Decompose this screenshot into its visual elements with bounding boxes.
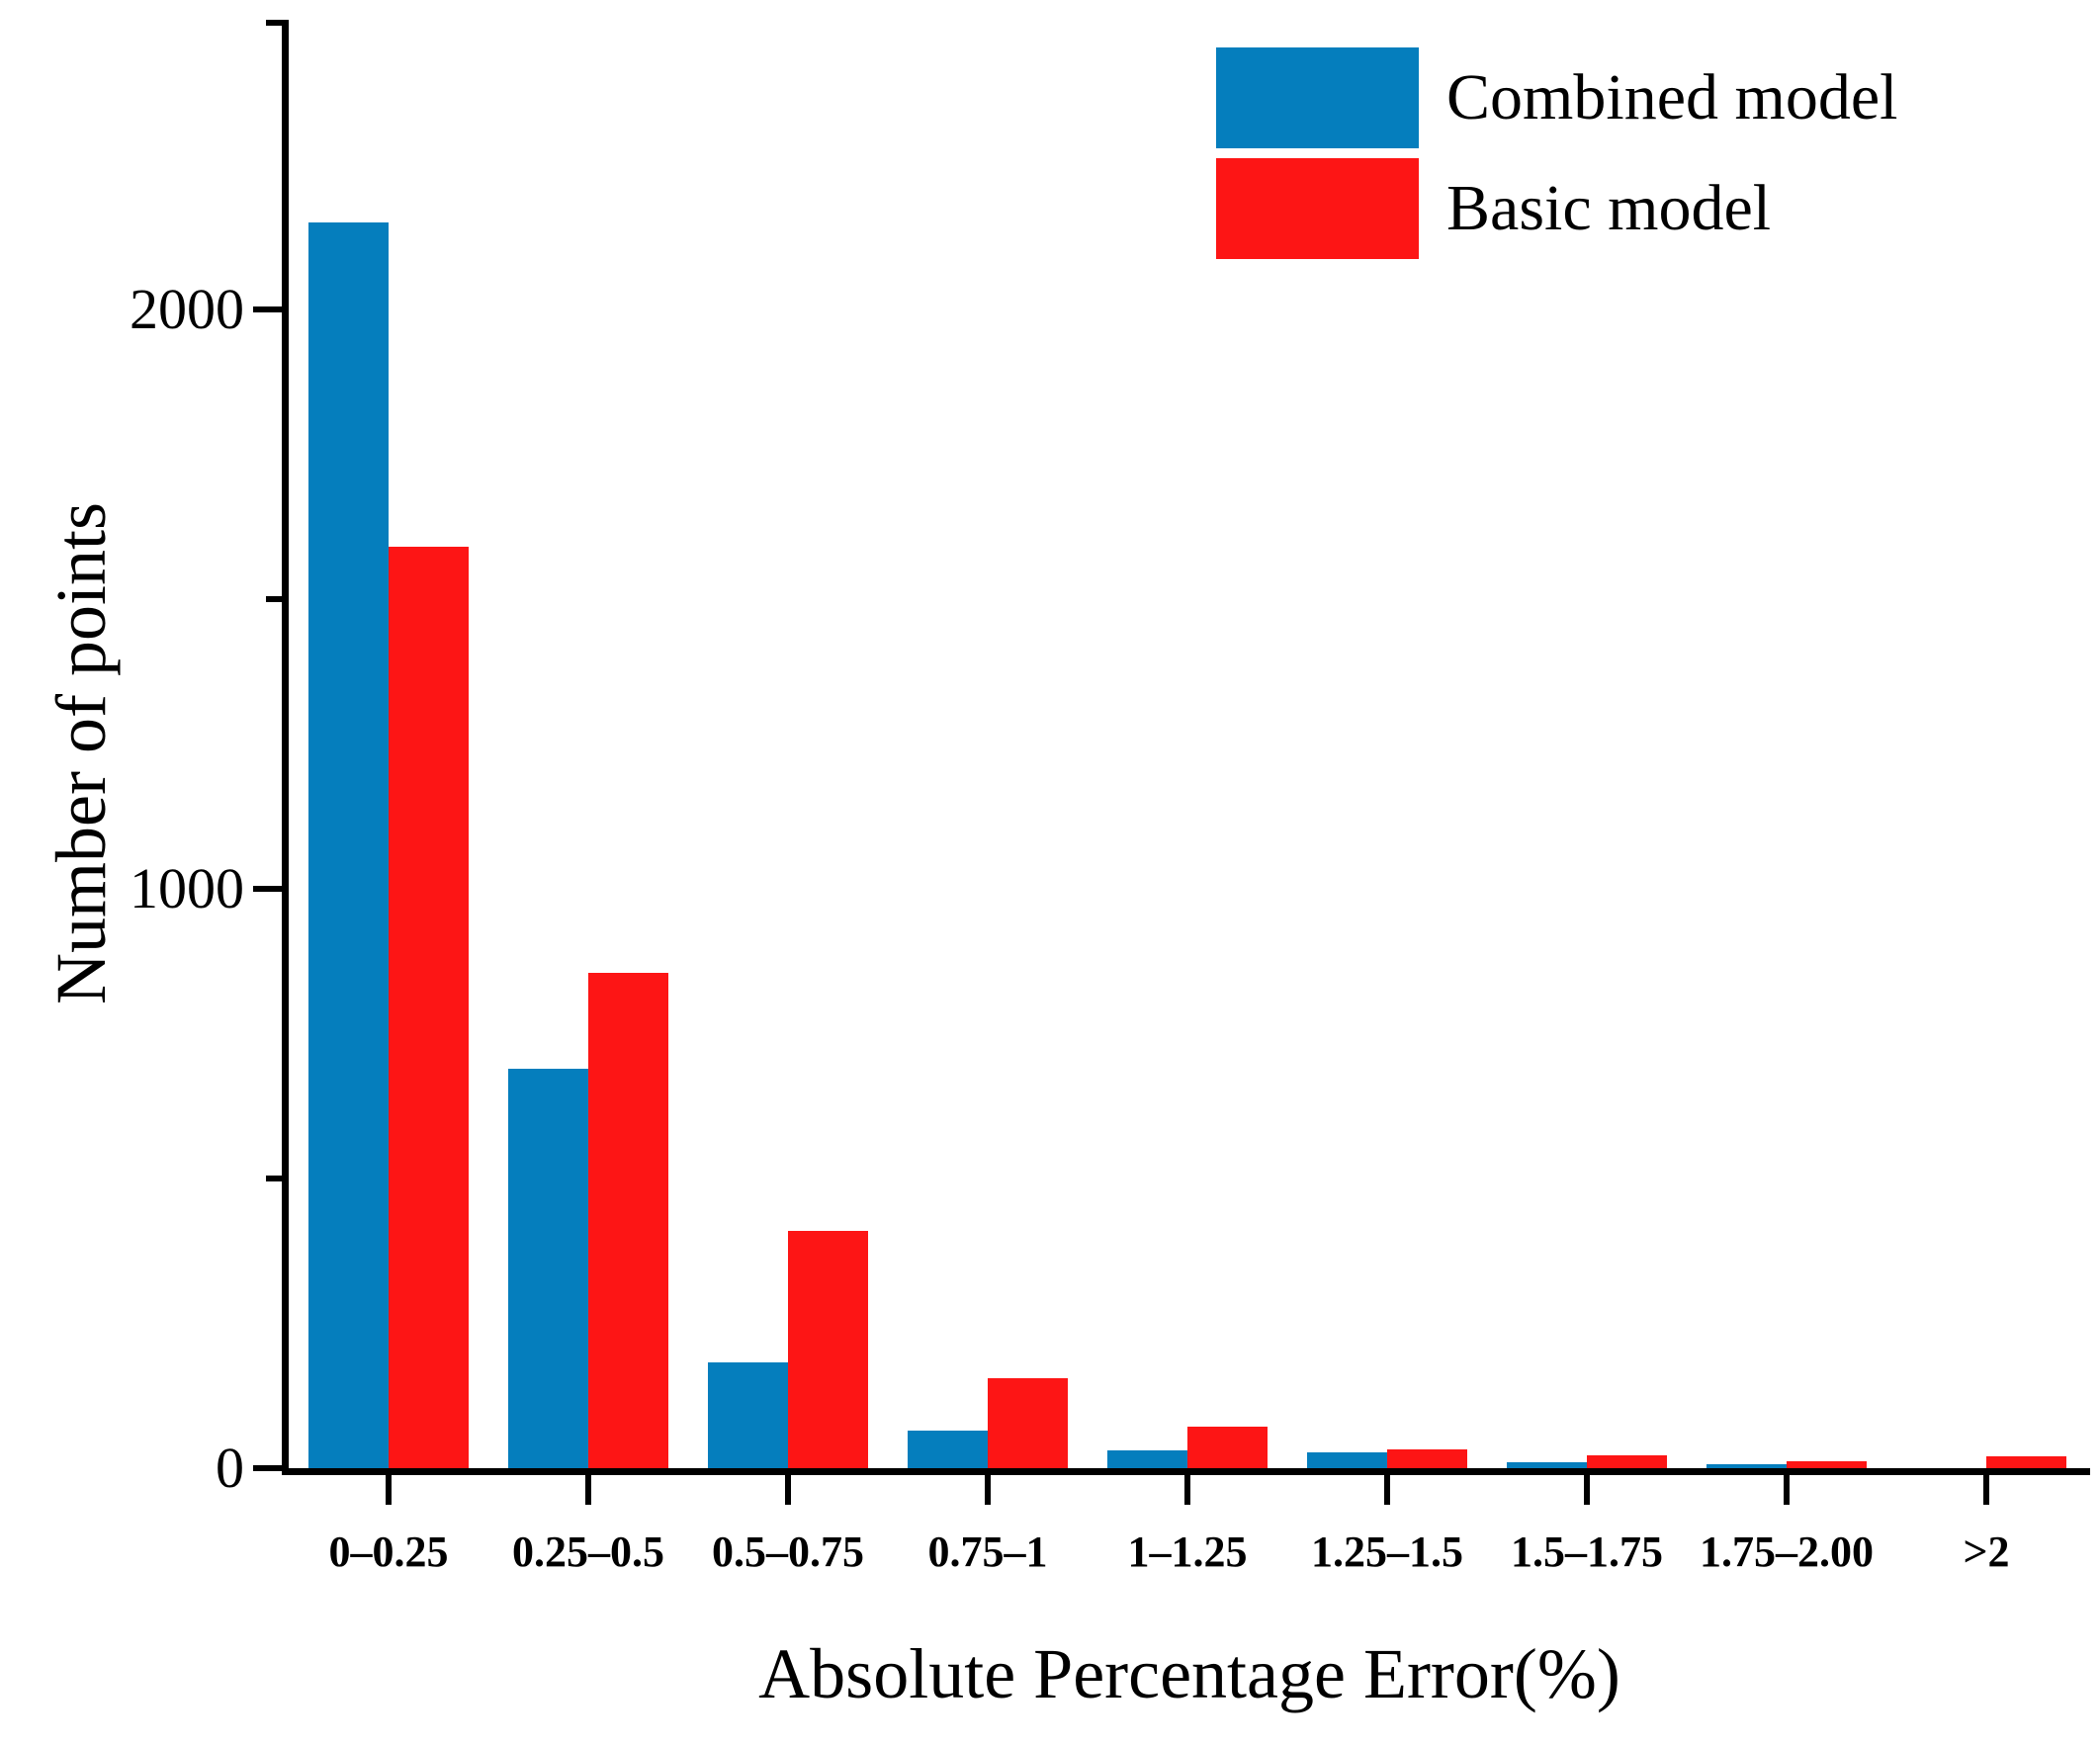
y-tick bbox=[253, 306, 282, 312]
x-tick bbox=[1584, 1475, 1590, 1505]
x-tick bbox=[386, 1475, 392, 1505]
y-tick bbox=[253, 886, 282, 892]
y-minor-tick bbox=[266, 1176, 282, 1181]
y-tick-label: 2000 bbox=[130, 277, 244, 341]
x-tick bbox=[1784, 1475, 1790, 1505]
bar-combined-model bbox=[1507, 1462, 1587, 1468]
x-tick-label: 1.5–1.75 bbox=[1511, 1528, 1663, 1576]
x-axis-title: Absolute Percentage Error(%) bbox=[758, 1634, 1620, 1713]
y-minor-tick bbox=[266, 596, 282, 602]
legend-swatch-basic-model bbox=[1216, 158, 1419, 259]
bar-basic-model bbox=[588, 973, 668, 1468]
x-tick-label: 0.25–0.5 bbox=[512, 1528, 664, 1576]
x-tick bbox=[785, 1475, 791, 1505]
x-tick-label: 1.25–1.5 bbox=[1311, 1528, 1463, 1576]
bar-combined-model bbox=[308, 222, 389, 1468]
x-tick bbox=[1384, 1475, 1390, 1505]
x-tick bbox=[1983, 1475, 1989, 1505]
plot-area: 0–0.25 0.25–0.5 0.5–0.75 0.75–1 1–1.25 1.25–1… bbox=[130, 20, 2090, 1576]
legend-swatch-combined-model bbox=[1216, 47, 1419, 148]
bar-basic-model bbox=[788, 1231, 868, 1468]
bar-basic-model bbox=[1587, 1455, 1667, 1468]
bar-basic-model bbox=[1787, 1461, 1867, 1468]
x-tick bbox=[1184, 1475, 1190, 1505]
bar-basic-model bbox=[1387, 1449, 1467, 1468]
bar-basic-model bbox=[988, 1378, 1068, 1468]
bar-combined-model bbox=[908, 1431, 988, 1468]
y-tick-label: 0 bbox=[216, 1436, 244, 1500]
bar-basic-model bbox=[1986, 1456, 2066, 1468]
y-axis-line bbox=[282, 20, 289, 1475]
x-tick-label: 1–1.25 bbox=[1127, 1528, 1248, 1576]
x-tick-label: 1.75–2.00 bbox=[1700, 1528, 1874, 1576]
bar-combined-model bbox=[1107, 1450, 1187, 1468]
x-tick-label: 0.5–0.75 bbox=[712, 1528, 864, 1576]
x-tick bbox=[985, 1475, 991, 1505]
bar-combined-model bbox=[508, 1069, 588, 1468]
bar-combined-model bbox=[1307, 1452, 1387, 1468]
legend-label-combined-model: Combined model bbox=[1446, 61, 1898, 133]
legend-label-basic-model: Basic model bbox=[1446, 172, 1772, 244]
bar-combined-model bbox=[1706, 1464, 1787, 1468]
bar-basic-model bbox=[389, 547, 469, 1468]
x-axis-line bbox=[282, 1468, 2090, 1475]
x-tick-label: >2 bbox=[1963, 1528, 2010, 1576]
y-tick-label: 1000 bbox=[130, 856, 244, 920]
x-tick bbox=[585, 1475, 591, 1505]
x-tick-label: 0.75–1 bbox=[927, 1528, 1048, 1576]
y-tick bbox=[253, 1465, 282, 1471]
y-minor-tick bbox=[266, 20, 282, 26]
bar-basic-model bbox=[1187, 1427, 1268, 1468]
bar-combined-model bbox=[708, 1362, 788, 1468]
x-tick-label: 0–0.25 bbox=[328, 1528, 449, 1576]
y-axis-title: Number of points bbox=[42, 502, 121, 1004]
